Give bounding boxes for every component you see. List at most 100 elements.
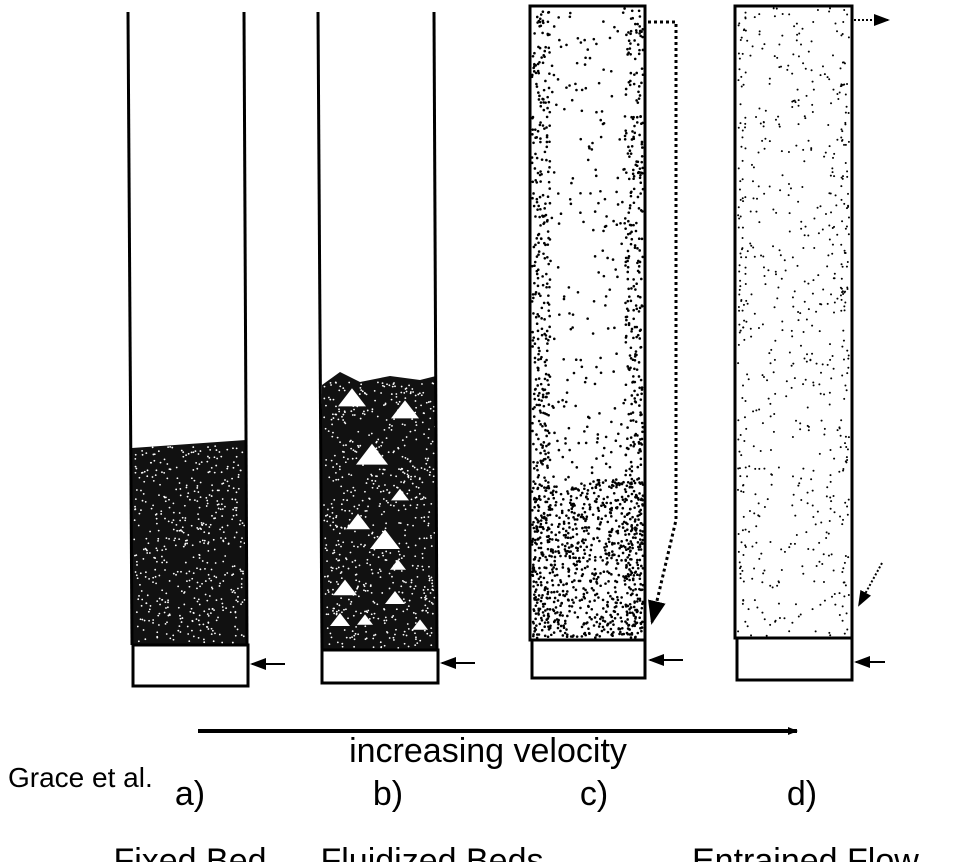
- particle: [802, 149, 804, 151]
- particle: [539, 121, 542, 124]
- particle: [194, 480, 196, 482]
- particle: [557, 599, 560, 602]
- particle: [818, 542, 820, 544]
- particle: [745, 529, 747, 531]
- particle: [342, 451, 344, 453]
- particle: [742, 160, 744, 162]
- particle: [821, 420, 823, 422]
- particle: [597, 576, 600, 579]
- particle: [763, 376, 765, 378]
- particle: [199, 585, 201, 587]
- particle: [625, 319, 628, 322]
- particle: [542, 252, 545, 255]
- particle: [579, 607, 582, 610]
- particle: [638, 49, 641, 52]
- particle: [846, 372, 848, 374]
- particle: [533, 467, 536, 470]
- particle: [562, 498, 565, 501]
- particle: [600, 372, 603, 375]
- particle: [153, 460, 155, 462]
- particle: [802, 247, 804, 249]
- particle: [627, 250, 630, 253]
- particle: [785, 395, 787, 397]
- particle: [585, 442, 588, 445]
- particle: [160, 462, 162, 464]
- particle: [614, 268, 617, 271]
- particle: [559, 614, 562, 617]
- particle: [639, 15, 642, 18]
- particle: [219, 582, 221, 584]
- particle: [533, 393, 536, 396]
- particle: [552, 584, 555, 587]
- particle: [534, 517, 537, 520]
- particle: [404, 457, 406, 459]
- particle: [371, 433, 373, 435]
- particle: [179, 482, 181, 484]
- particle: [196, 618, 198, 620]
- particle: [547, 11, 550, 14]
- particle: [848, 141, 850, 143]
- particle: [397, 647, 399, 649]
- particle: [392, 615, 394, 617]
- particle: [792, 306, 794, 308]
- particle: [182, 456, 184, 458]
- particle: [230, 611, 232, 613]
- particle: [579, 192, 582, 195]
- particle: [638, 271, 641, 274]
- particle: [578, 580, 581, 583]
- particle: [412, 391, 414, 393]
- particle: [239, 569, 241, 571]
- particle: [164, 612, 166, 614]
- particle: [544, 202, 547, 205]
- particle: [547, 374, 550, 377]
- particle: [843, 9, 845, 11]
- particle: [210, 524, 212, 526]
- particle: [742, 178, 744, 180]
- particle: [544, 458, 547, 461]
- particle: [327, 589, 329, 591]
- particle: [617, 530, 620, 533]
- particle: [755, 409, 757, 411]
- particle: [838, 426, 840, 428]
- particle: [423, 504, 425, 506]
- particle: [550, 634, 553, 637]
- particle: [332, 521, 334, 523]
- particle: [408, 546, 410, 548]
- particle: [634, 482, 637, 485]
- particle: [762, 572, 764, 574]
- particle: [337, 418, 339, 420]
- particle: [426, 598, 428, 600]
- particle: [558, 594, 561, 597]
- particle: [327, 576, 329, 578]
- particle: [179, 520, 181, 522]
- particle: [338, 389, 340, 391]
- particle: [595, 501, 598, 504]
- particle: [357, 445, 359, 447]
- particle: [820, 522, 822, 524]
- particle: [549, 260, 552, 263]
- particle: [382, 555, 384, 557]
- particle: [205, 497, 207, 499]
- particle: [638, 207, 641, 210]
- particle: [830, 293, 832, 295]
- particle: [627, 627, 630, 630]
- particle: [531, 345, 534, 348]
- particle: [416, 504, 418, 506]
- particle: [578, 557, 581, 560]
- particle: [352, 630, 354, 632]
- particle: [826, 265, 828, 267]
- particle: [606, 561, 609, 564]
- particle: [407, 623, 409, 625]
- particle: [371, 592, 373, 594]
- particle: [428, 566, 430, 568]
- particle: [398, 543, 400, 545]
- particle: [173, 502, 175, 504]
- particle: [544, 609, 547, 612]
- particle: [228, 543, 230, 545]
- particle: [552, 475, 555, 478]
- particle: [831, 553, 833, 555]
- particle: [586, 425, 589, 428]
- particle: [620, 243, 623, 246]
- particle: [427, 525, 429, 527]
- particle: [800, 345, 802, 347]
